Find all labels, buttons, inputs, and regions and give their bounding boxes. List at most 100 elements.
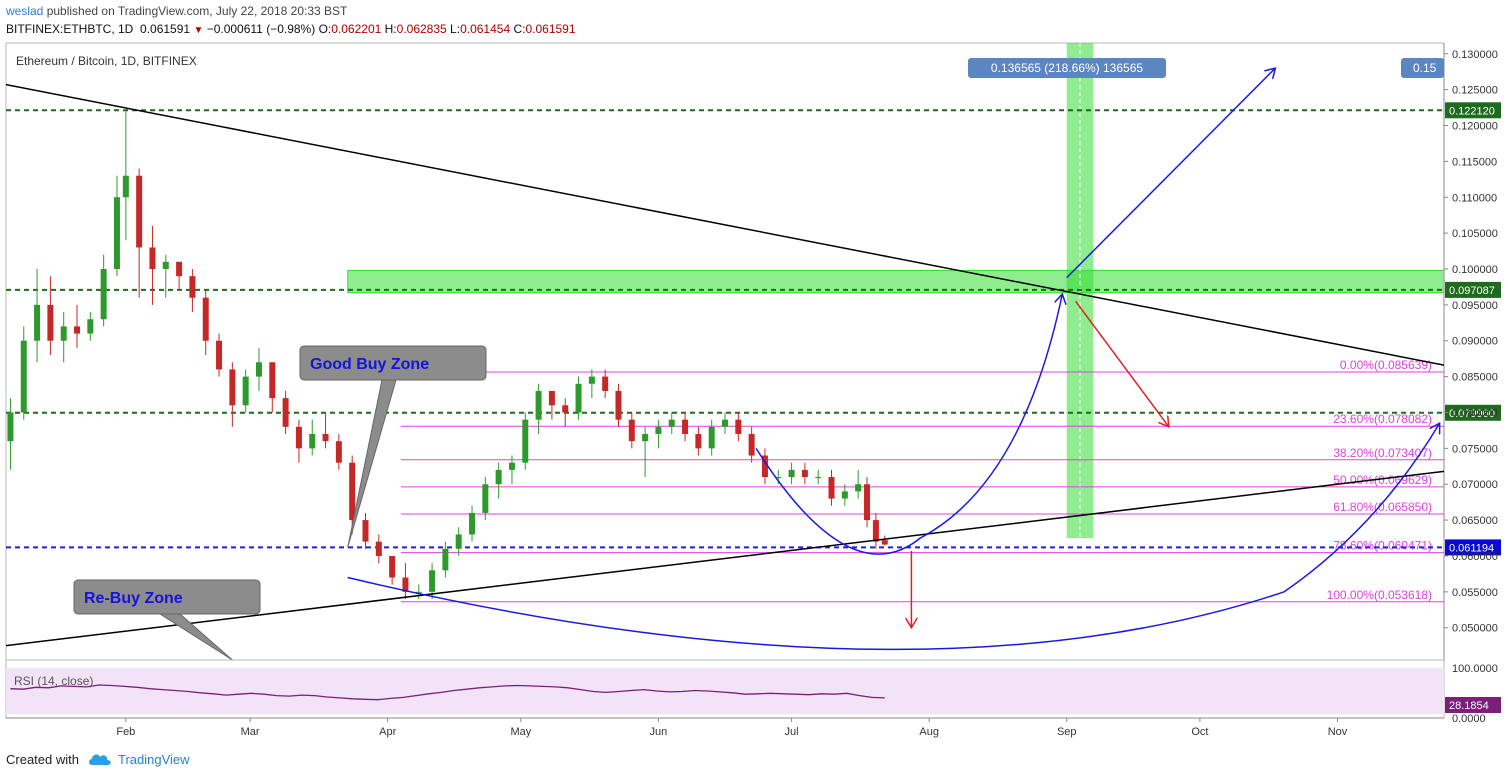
close-label: C: (513, 22, 526, 36)
down-triangle-icon: ▼ (193, 25, 204, 36)
annotation-labels-layer: 0.136565 (218.66%) 136565 0.15 Good Buy Zo… (73, 58, 1444, 661)
candle-body (7, 412, 14, 442)
candle-body (735, 419, 742, 435)
high-value: 0.062835 (396, 22, 447, 36)
open-value: 0.062201 (331, 22, 382, 36)
fib-level-label: 61.80%(0.065850) (1333, 500, 1432, 514)
projected-rally-curve (755, 294, 1062, 555)
candle-body (881, 540, 888, 545)
fib-level-label: 100.00%(0.053618) (1327, 588, 1432, 602)
candle-body (855, 484, 862, 492)
y-tick-label: 0.050000 (1452, 623, 1498, 635)
fib-level-label: 78.60%(0.060471) (1333, 539, 1432, 553)
x-tick-label: Sep (1057, 726, 1077, 738)
price-level-tag (1445, 404, 1501, 421)
candle-body (74, 326, 81, 334)
ohlc-line: BITFINEX:ETHBTC, 1D 0.061591 ▼ −0.000611… (6, 22, 576, 36)
candle-body (429, 570, 436, 592)
author-link[interactable]: weslad (6, 4, 44, 18)
rsi-top-label: 100.0000 (1452, 663, 1498, 675)
candle-body (255, 362, 262, 377)
price-change: −0.000611 (−0.98%) (206, 22, 316, 36)
chart-area[interactable]: 0.00%(0.085639) 23.60%(0.078082) 38.20%(0.… (0, 40, 1508, 742)
candle-body (628, 419, 635, 442)
rsi-line (10, 684, 885, 701)
measure-label-right: 0.15 (1413, 61, 1437, 75)
candle-body (775, 477, 782, 479)
candle-body (149, 247, 156, 269)
candle-body (668, 419, 675, 427)
trendlines-layer (6, 83, 1444, 647)
price-level-tag-label: 0.061194 (1449, 542, 1494, 554)
candle-body (87, 319, 94, 334)
tradingview-link[interactable]: TradingView (118, 752, 190, 767)
candle-body (872, 520, 879, 542)
x-tick-label: Jul (785, 726, 799, 738)
y-tick-label: 0.090000 (1452, 336, 1498, 348)
candle-body (309, 434, 316, 449)
horizontal-lines-layer (6, 109, 1444, 549)
x-tick-label: Mar (241, 726, 260, 738)
y-tick-label: 0.080000 (1452, 407, 1498, 419)
candle-body (495, 469, 502, 485)
measure-label: 0.136565 (218.66%) 136565 (991, 61, 1143, 75)
candle-body (216, 340, 223, 370)
candle-body (864, 484, 871, 521)
rebuy-scenario-curve (347, 423, 1440, 651)
candle-body (682, 419, 689, 435)
rsi-layer (10, 684, 885, 701)
y-tick-label: 0.065000 (1452, 515, 1498, 527)
y-tick-label: 0.130000 (1452, 49, 1498, 61)
candle-body (455, 534, 462, 549)
candle-body (548, 390, 555, 406)
chart-header: weslad published on TradingView.com, Jul… (0, 0, 1508, 40)
candle-body (615, 390, 622, 420)
last-price: 0.061591 (140, 22, 191, 36)
y-tick-label: 0.055000 (1452, 587, 1498, 599)
x-tick-label: Nov (1328, 726, 1348, 738)
x-tick-label: Oct (1191, 726, 1208, 738)
candle-body (415, 591, 422, 593)
candle-body (815, 477, 822, 479)
y-tick-label: 0.125000 (1452, 85, 1498, 97)
price-level-tag-label: 0.122120 (1449, 105, 1495, 117)
candle-body (841, 491, 848, 499)
candle-body (122, 175, 129, 198)
rsi-value-tag (1445, 697, 1501, 713)
rsi-band (6, 668, 1444, 714)
trendline (6, 470, 1444, 647)
candle-body (20, 340, 27, 413)
breakout-arrow (1066, 68, 1276, 279)
trendline (6, 83, 1444, 366)
candle-body (136, 175, 143, 248)
y-tick-label: 0.060000 (1452, 551, 1498, 563)
candle-body (535, 390, 542, 420)
candle-body (60, 326, 67, 341)
candle-body (162, 261, 169, 269)
candle-body (588, 376, 595, 384)
candle-body (828, 477, 835, 499)
y-tick-label: 0.075000 (1452, 443, 1498, 455)
low-value: 0.061454 (460, 22, 511, 36)
candle-body (722, 419, 728, 427)
published-text: published on TradingView.com, July 22, 2… (46, 4, 348, 18)
candle-body (113, 197, 120, 269)
tradingview-cloud-icon (89, 754, 111, 765)
callout-label: Re-Buy Zone (84, 590, 183, 607)
resistance-zone (347, 269, 1444, 294)
candle-body (375, 541, 382, 556)
candle-body (189, 276, 196, 298)
candle-body (761, 455, 768, 478)
x-tick-label: Apr (379, 726, 396, 738)
y-tick-label: 0.120000 (1452, 121, 1498, 133)
candle-body (788, 469, 795, 478)
price-level-tag (1445, 539, 1501, 556)
candle-body (202, 297, 209, 341)
y-tick-label: 0.100000 (1452, 264, 1498, 276)
created-with-text: Created with (6, 752, 79, 767)
callout-box (73, 579, 261, 615)
projection-layer (347, 68, 1440, 651)
candle-body (362, 520, 369, 542)
candle-body (522, 419, 529, 463)
y-tick-label: 0.070000 (1452, 479, 1498, 491)
